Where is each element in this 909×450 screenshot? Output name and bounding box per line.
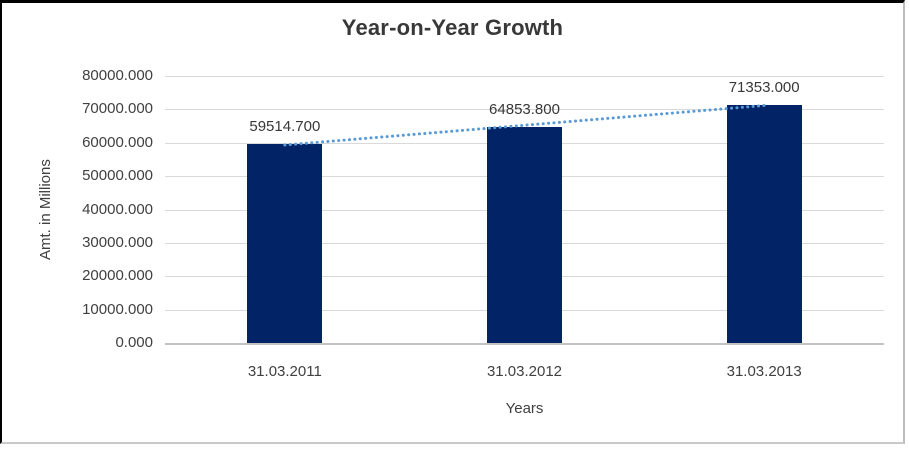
bar-31.03.2011 (247, 144, 323, 343)
y-tick-label: 60000.000 (82, 133, 153, 151)
y-tick-label: 40000.000 (82, 200, 153, 218)
trendline-dotted-line (283, 104, 766, 147)
x-axis-line (165, 343, 884, 345)
y-tick-label: 70000.000 (82, 100, 153, 118)
gridline (165, 76, 884, 77)
y-tick-label: 50000.000 (82, 167, 153, 185)
bar-31.03.2013 (726, 104, 802, 343)
bar-series (165, 76, 884, 343)
y-axis-tick-labels: 0.000 10000.000 20000.000 30000.000 40000.00… (53, 67, 153, 351)
y-tick-label: 0.000 (115, 334, 153, 351)
chart-title: Year-on-Year Growth (341, 15, 564, 40)
bar-31.03.2012 (487, 126, 562, 343)
trendline (283, 104, 766, 147)
bar-value-labels: 59514.700 64853.800 71353.000 (165, 76, 884, 343)
x-axis-tick-labels: 31.03.2011 31.03.2012 31.03.2013 (165, 76, 884, 416)
y-tick-label: 30000.000 (82, 233, 153, 251)
x-tick-label: 31.03.2012 (486, 363, 563, 380)
y-tick-label: 20000.000 (82, 267, 153, 285)
y-tick-label: 10000.000 (82, 300, 153, 318)
bar-value-label: 59514.700 (249, 118, 321, 136)
y-tick-label: 80000.000 (82, 67, 153, 84)
bar-value-label: 71353.000 (728, 78, 800, 96)
x-tick-label: 31.03.2013 (726, 363, 802, 380)
gridline (165, 109, 884, 111)
bar-value-label: 64853.800 (489, 100, 560, 118)
plot-area: 59514.700 64853.800 71353.000 (165, 76, 884, 345)
x-tick-label: 31.03.2011 (247, 363, 322, 380)
x-axis-title: Years (505, 400, 544, 417)
